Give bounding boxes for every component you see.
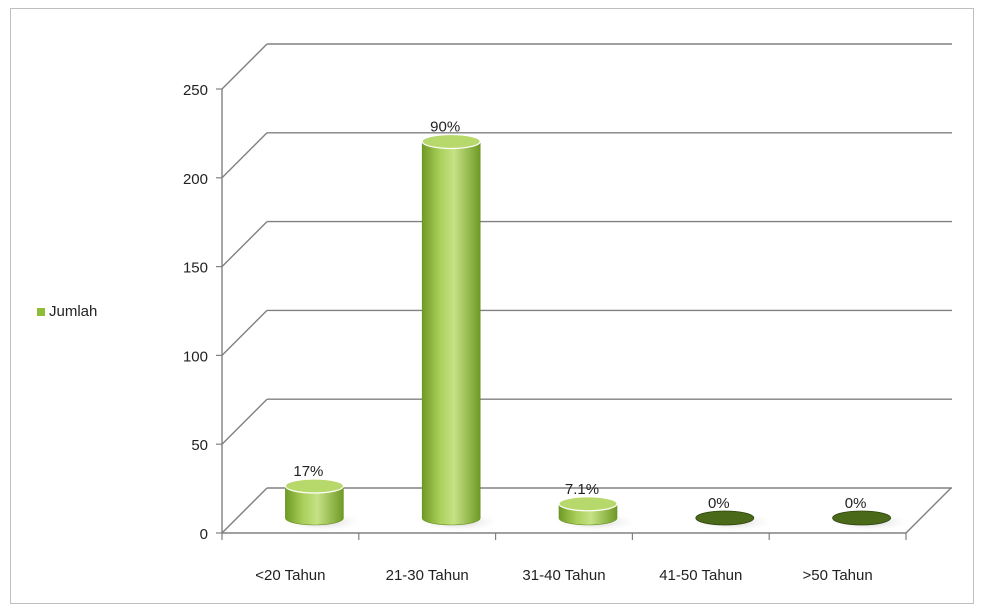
y-tick-label: 100	[183, 348, 208, 365]
bars	[279, 133, 913, 532]
x-tick-label: 31-40 Tahun	[522, 567, 605, 584]
bar	[421, 141, 481, 526]
gridline-diagonal	[221, 43, 268, 90]
y-tick-label: 0	[200, 526, 208, 543]
bar-top	[832, 510, 891, 526]
legend: Jumlah	[37, 303, 97, 320]
x-tick-label: <20 Tahun	[255, 567, 325, 584]
data-label: 7.1%	[565, 481, 599, 498]
labels: 0 50 100 150 200 250 <20 Tahun 17% 21-30 Tahun 90…	[183, 82, 873, 584]
axes	[216, 88, 952, 540]
data-label: 0%	[845, 495, 867, 512]
bar	[285, 485, 344, 526]
gridlines	[221, 43, 952, 534]
y-tick-label: 150	[183, 260, 208, 277]
data-label: 0%	[708, 495, 730, 512]
bar-top	[695, 510, 755, 526]
chart-frame	[10, 8, 974, 604]
gridline-diagonal	[221, 487, 268, 534]
x-tick-label: 41-50 Tahun	[659, 567, 742, 584]
y-tick-label: 250	[183, 82, 208, 99]
data-label: 90%	[430, 118, 460, 135]
bar-top	[284, 478, 344, 494]
x-tick-label: 21-30 Tahun	[386, 567, 469, 584]
x-tick-label: >50 Tahun	[802, 567, 872, 584]
legend-label-jumlah: Jumlah	[49, 303, 98, 320]
y-tick-label: 200	[183, 171, 208, 188]
data-label: 17%	[293, 463, 323, 480]
floor-edge	[905, 487, 952, 534]
gridline-diagonal	[221, 221, 268, 268]
gridline-diagonal	[221, 398, 268, 445]
legend-swatch-jumlah	[37, 307, 45, 316]
gridline-diagonal	[221, 132, 268, 179]
bar-top	[558, 496, 618, 512]
gridline-diagonal	[221, 309, 268, 356]
bar-top	[421, 133, 481, 150]
y-tick-label: 50	[191, 437, 208, 454]
